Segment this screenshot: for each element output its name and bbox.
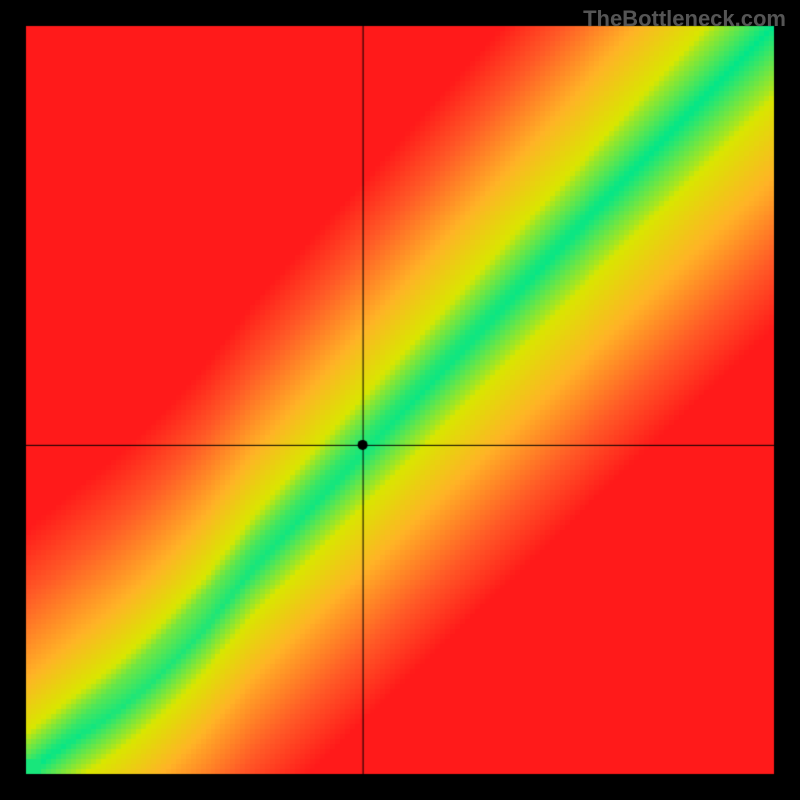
- watermark-text: TheBottleneck.com: [583, 6, 786, 32]
- heatmap-canvas: [0, 0, 800, 800]
- chart-container: TheBottleneck.com: [0, 0, 800, 800]
